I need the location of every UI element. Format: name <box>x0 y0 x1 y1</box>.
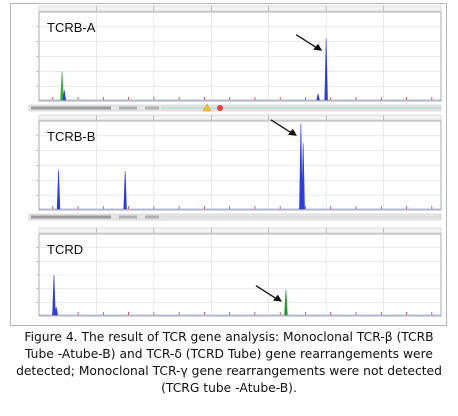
panel-3: TCRD <box>36 228 441 316</box>
strip-text-block <box>31 107 111 110</box>
electropherogram-figure: TCRB-A TCRB-B TCRD <box>10 3 447 326</box>
strip-text-block <box>145 216 159 219</box>
panel-2: TCRB-B <box>29 115 441 220</box>
size-ruler <box>39 228 441 233</box>
strip-text-block <box>119 216 137 219</box>
electropherogram-panels: TCRB-A TCRB-B TCRD <box>11 4 448 327</box>
status-strip <box>29 104 441 111</box>
status-strip <box>29 214 441 220</box>
size-ruler <box>39 6 441 11</box>
strip-text-block <box>145 107 159 110</box>
panel-title: TCRB-A <box>47 20 96 35</box>
panel-title: TCRD <box>47 242 83 257</box>
panel-title: TCRB-B <box>47 129 95 144</box>
panel-1: TCRB-A <box>29 6 441 111</box>
strip-text-block <box>31 216 111 219</box>
stop-icon <box>217 105 223 111</box>
strip-text-block <box>119 107 137 110</box>
size-ruler <box>39 115 441 120</box>
figure-caption: Figure 4. The result of TCR gene analysi… <box>14 329 444 397</box>
